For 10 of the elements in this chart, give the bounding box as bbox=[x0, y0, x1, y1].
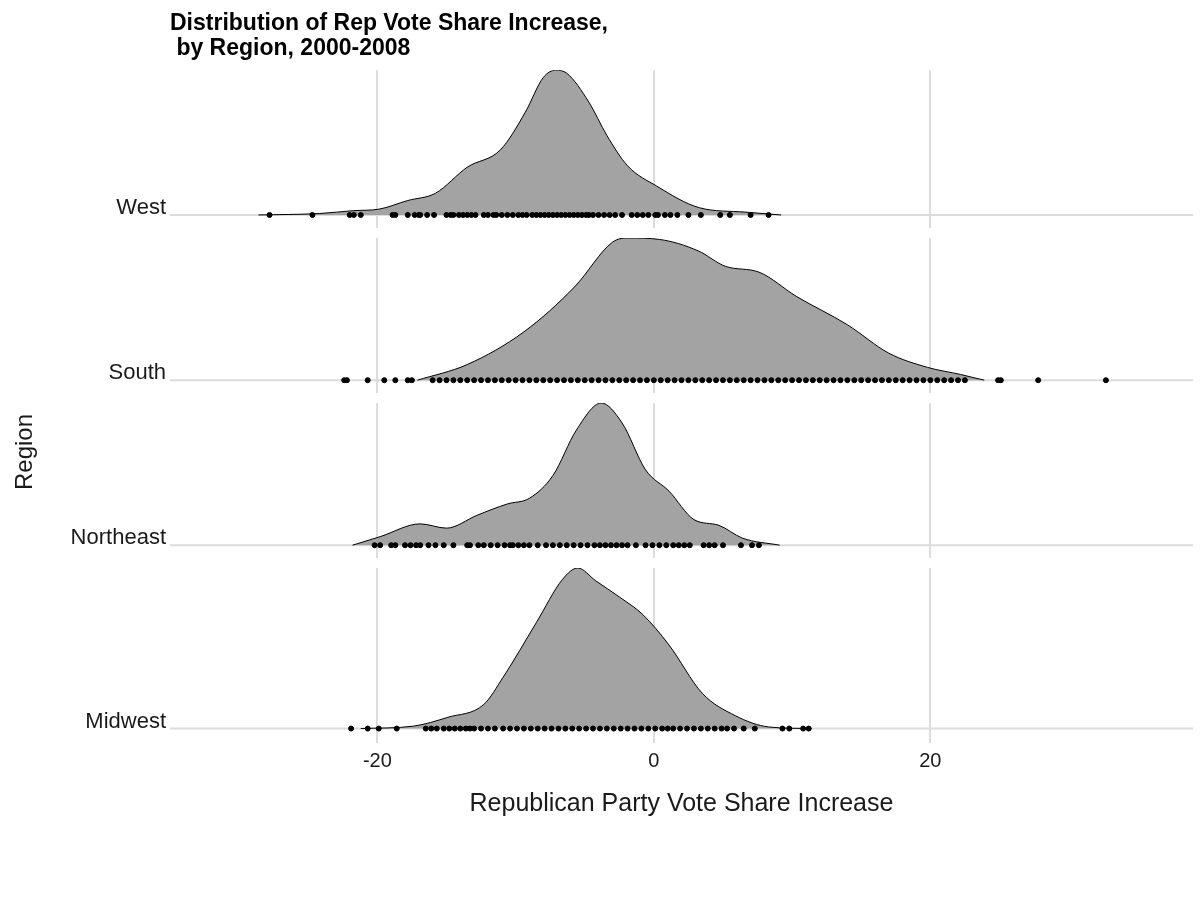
text: South bbox=[108, 359, 166, 385]
text: Midwest bbox=[85, 707, 166, 733]
text: West bbox=[116, 194, 166, 220]
chart-title: Distribution of Rep Vote Share Increase, by Region, 2000-2008 bbox=[170, 9, 608, 60]
x-tick-label: -20 bbox=[362, 748, 392, 771]
x-tick-label: 0 bbox=[648, 748, 660, 771]
x-axis-title: Republican Party Vote Share Increase bbox=[469, 787, 894, 816]
text: Northeast bbox=[70, 524, 166, 550]
y-axis-title: Region bbox=[10, 413, 38, 491]
x-tick-label: 20 bbox=[919, 748, 942, 771]
